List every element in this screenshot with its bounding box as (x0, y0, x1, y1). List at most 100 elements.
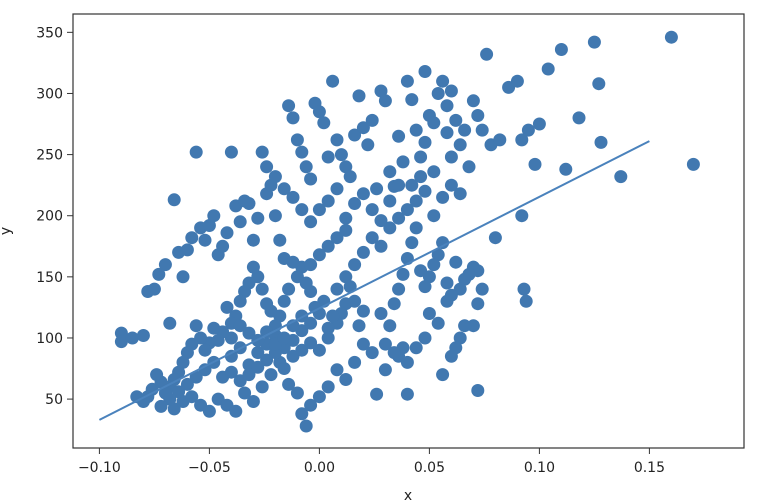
data-point (356, 187, 370, 201)
data-point (532, 117, 546, 131)
data-point (427, 258, 441, 272)
data-point (405, 178, 419, 192)
data-point (260, 325, 274, 339)
data-point (277, 362, 291, 375)
y-tick-label: 300 (36, 86, 63, 102)
data-point (440, 294, 454, 308)
data-point (409, 194, 423, 208)
data-point (541, 62, 555, 76)
data-point (440, 126, 454, 140)
data-point (348, 197, 362, 210)
data-point (356, 304, 370, 318)
y-tick-label: 50 (45, 392, 63, 408)
data-point (414, 150, 428, 164)
data-point (158, 258, 172, 272)
data-point (136, 329, 150, 342)
data-point (238, 285, 252, 298)
data-point (517, 282, 531, 296)
data-point (339, 160, 353, 174)
data-point (339, 373, 353, 386)
data-point (282, 282, 296, 296)
data-point (348, 128, 362, 142)
data-point (150, 368, 164, 382)
data-point (242, 326, 256, 340)
x-tick-label: 0.05 (414, 460, 445, 476)
data-point (277, 294, 291, 308)
x-tick-label: −0.05 (188, 460, 231, 476)
data-point (400, 203, 414, 217)
data-point (515, 209, 529, 223)
data-point (392, 282, 406, 296)
data-point (559, 162, 573, 176)
data-point (436, 190, 450, 204)
data-point (387, 346, 401, 360)
data-point (356, 337, 370, 351)
x-tick-label: 0.10 (524, 460, 555, 476)
data-point (587, 35, 601, 49)
data-point (510, 74, 524, 88)
data-point (224, 349, 238, 363)
y-axis-label: y (0, 227, 14, 235)
data-point (185, 231, 199, 245)
data-point (238, 386, 252, 400)
data-point (414, 264, 428, 278)
data-point (246, 395, 260, 408)
data-point (521, 123, 535, 137)
data-point (348, 355, 362, 369)
data-point (321, 150, 335, 164)
data-point (255, 145, 269, 159)
data-point (396, 155, 410, 169)
data-point (295, 145, 309, 159)
data-point (176, 270, 190, 284)
data-point (251, 346, 265, 360)
data-point (198, 233, 212, 247)
data-point (405, 236, 419, 250)
data-point (453, 138, 467, 152)
data-point (330, 282, 344, 296)
data-point (277, 331, 291, 345)
data-point (180, 377, 194, 391)
data-point (431, 87, 445, 100)
data-point (295, 343, 309, 357)
data-point (317, 116, 331, 130)
data-point (475, 123, 489, 137)
data-point (224, 365, 238, 379)
data-point (114, 335, 128, 349)
y-tick-label: 150 (36, 270, 63, 286)
data-point (409, 123, 423, 137)
data-point (286, 190, 300, 204)
data-point (339, 270, 353, 284)
data-point (312, 105, 326, 119)
data-point (453, 331, 467, 345)
data-point (400, 387, 414, 401)
data-point (374, 84, 388, 98)
data-point (125, 331, 139, 345)
data-point (440, 99, 454, 113)
data-point (304, 258, 318, 272)
data-point (202, 219, 216, 232)
data-point (189, 145, 203, 159)
data-point (290, 270, 304, 284)
data-point (251, 360, 265, 374)
x-axis-ticks: −0.10 −0.05 0.00 0.05 0.10 0.15 (78, 448, 665, 476)
data-point (321, 239, 335, 253)
data-point (378, 94, 392, 108)
data-point (418, 65, 432, 78)
data-point (383, 165, 397, 179)
data-point (242, 368, 256, 382)
data-point (365, 113, 379, 127)
data-point (348, 258, 362, 272)
data-point (172, 385, 186, 399)
data-point (330, 231, 344, 245)
data-point (339, 223, 353, 237)
data-point (312, 343, 326, 357)
data-point (251, 211, 265, 225)
data-point (436, 236, 450, 250)
data-point (352, 89, 366, 103)
data-point (383, 319, 397, 333)
data-point (475, 282, 489, 296)
data-point (339, 211, 353, 225)
data-point (361, 138, 375, 152)
data-point (519, 294, 533, 308)
